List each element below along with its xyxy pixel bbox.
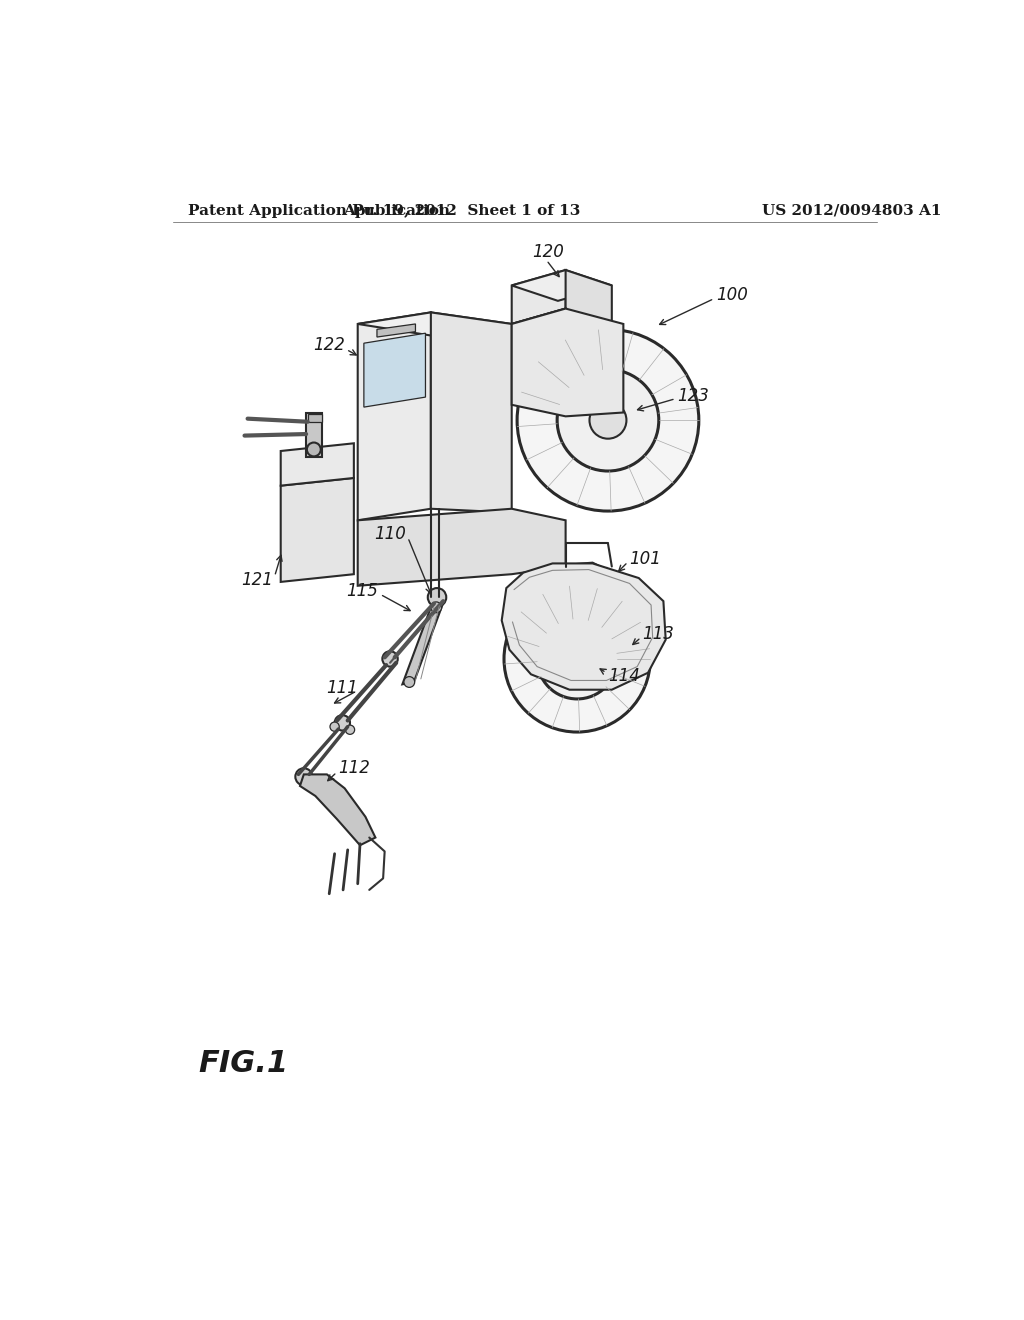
Circle shape bbox=[431, 602, 441, 612]
Polygon shape bbox=[281, 478, 354, 582]
Text: 101: 101 bbox=[630, 550, 662, 568]
Polygon shape bbox=[300, 775, 376, 845]
Circle shape bbox=[428, 589, 446, 607]
Polygon shape bbox=[402, 605, 442, 684]
Text: 110: 110 bbox=[375, 525, 407, 543]
Polygon shape bbox=[357, 508, 565, 586]
Text: 123: 123 bbox=[677, 387, 710, 404]
Circle shape bbox=[562, 644, 593, 675]
Polygon shape bbox=[357, 313, 431, 520]
Text: FIG.1: FIG.1 bbox=[199, 1048, 289, 1077]
Polygon shape bbox=[306, 412, 322, 457]
Circle shape bbox=[307, 442, 321, 457]
Circle shape bbox=[345, 725, 354, 734]
Circle shape bbox=[538, 619, 617, 700]
Text: 121: 121 bbox=[241, 572, 273, 589]
Polygon shape bbox=[431, 313, 512, 512]
Text: 113: 113 bbox=[643, 626, 675, 643]
Text: 112: 112 bbox=[339, 759, 371, 777]
Circle shape bbox=[295, 768, 312, 785]
Polygon shape bbox=[377, 323, 416, 337]
Text: 100: 100 bbox=[716, 286, 748, 305]
Polygon shape bbox=[357, 313, 512, 335]
Circle shape bbox=[590, 401, 627, 438]
Text: Patent Application Publication: Patent Application Publication bbox=[188, 203, 451, 218]
Polygon shape bbox=[565, 271, 611, 335]
Circle shape bbox=[504, 586, 650, 733]
Text: 114: 114 bbox=[608, 667, 640, 685]
Text: 111: 111 bbox=[326, 680, 357, 697]
Polygon shape bbox=[531, 562, 615, 607]
Polygon shape bbox=[590, 568, 609, 589]
Polygon shape bbox=[512, 271, 611, 301]
Polygon shape bbox=[364, 333, 425, 407]
Polygon shape bbox=[307, 414, 322, 422]
Text: 120: 120 bbox=[532, 243, 564, 261]
Polygon shape bbox=[512, 309, 565, 359]
Text: Apr. 19, 2012  Sheet 1 of 13: Apr. 19, 2012 Sheet 1 of 13 bbox=[343, 203, 581, 218]
Polygon shape bbox=[512, 309, 624, 416]
Polygon shape bbox=[512, 271, 565, 323]
Polygon shape bbox=[502, 564, 666, 689]
Text: 115: 115 bbox=[347, 582, 379, 601]
Circle shape bbox=[382, 651, 397, 667]
Circle shape bbox=[403, 677, 415, 688]
Circle shape bbox=[557, 370, 658, 471]
Circle shape bbox=[517, 330, 698, 511]
Polygon shape bbox=[281, 444, 354, 486]
Text: 122: 122 bbox=[312, 335, 345, 354]
Circle shape bbox=[330, 722, 339, 731]
Text: US 2012/0094803 A1: US 2012/0094803 A1 bbox=[762, 203, 941, 218]
Circle shape bbox=[335, 715, 350, 730]
